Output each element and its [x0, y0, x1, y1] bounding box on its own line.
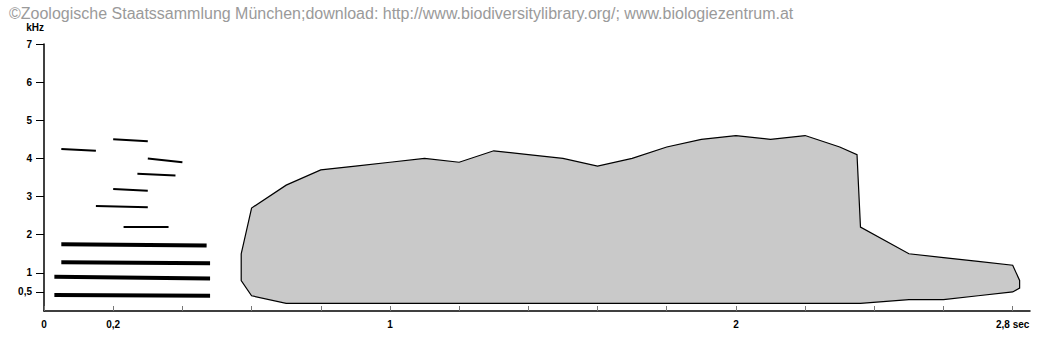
svg-text:©Zoologische Staatssammlung Mü: ©Zoologische Staatssammlung München;down…: [9, 5, 794, 22]
svg-text:6: 6: [26, 77, 32, 88]
svg-text:1: 1: [387, 319, 393, 330]
svg-text:2: 2: [26, 229, 32, 240]
svg-text:kHz: kHz: [26, 22, 44, 33]
svg-text:1: 1: [26, 267, 32, 278]
svg-text:3: 3: [26, 191, 32, 202]
svg-text:7: 7: [26, 39, 32, 50]
svg-text:2: 2: [733, 319, 739, 330]
svg-text:4: 4: [26, 153, 32, 164]
svg-text:0,5: 0,5: [18, 286, 32, 297]
svg-text:0,2: 0,2: [106, 319, 120, 330]
svg-text:5: 5: [26, 115, 32, 126]
svg-text:0: 0: [41, 319, 47, 330]
svg-text:2,8 sec: 2,8 sec: [996, 319, 1030, 330]
